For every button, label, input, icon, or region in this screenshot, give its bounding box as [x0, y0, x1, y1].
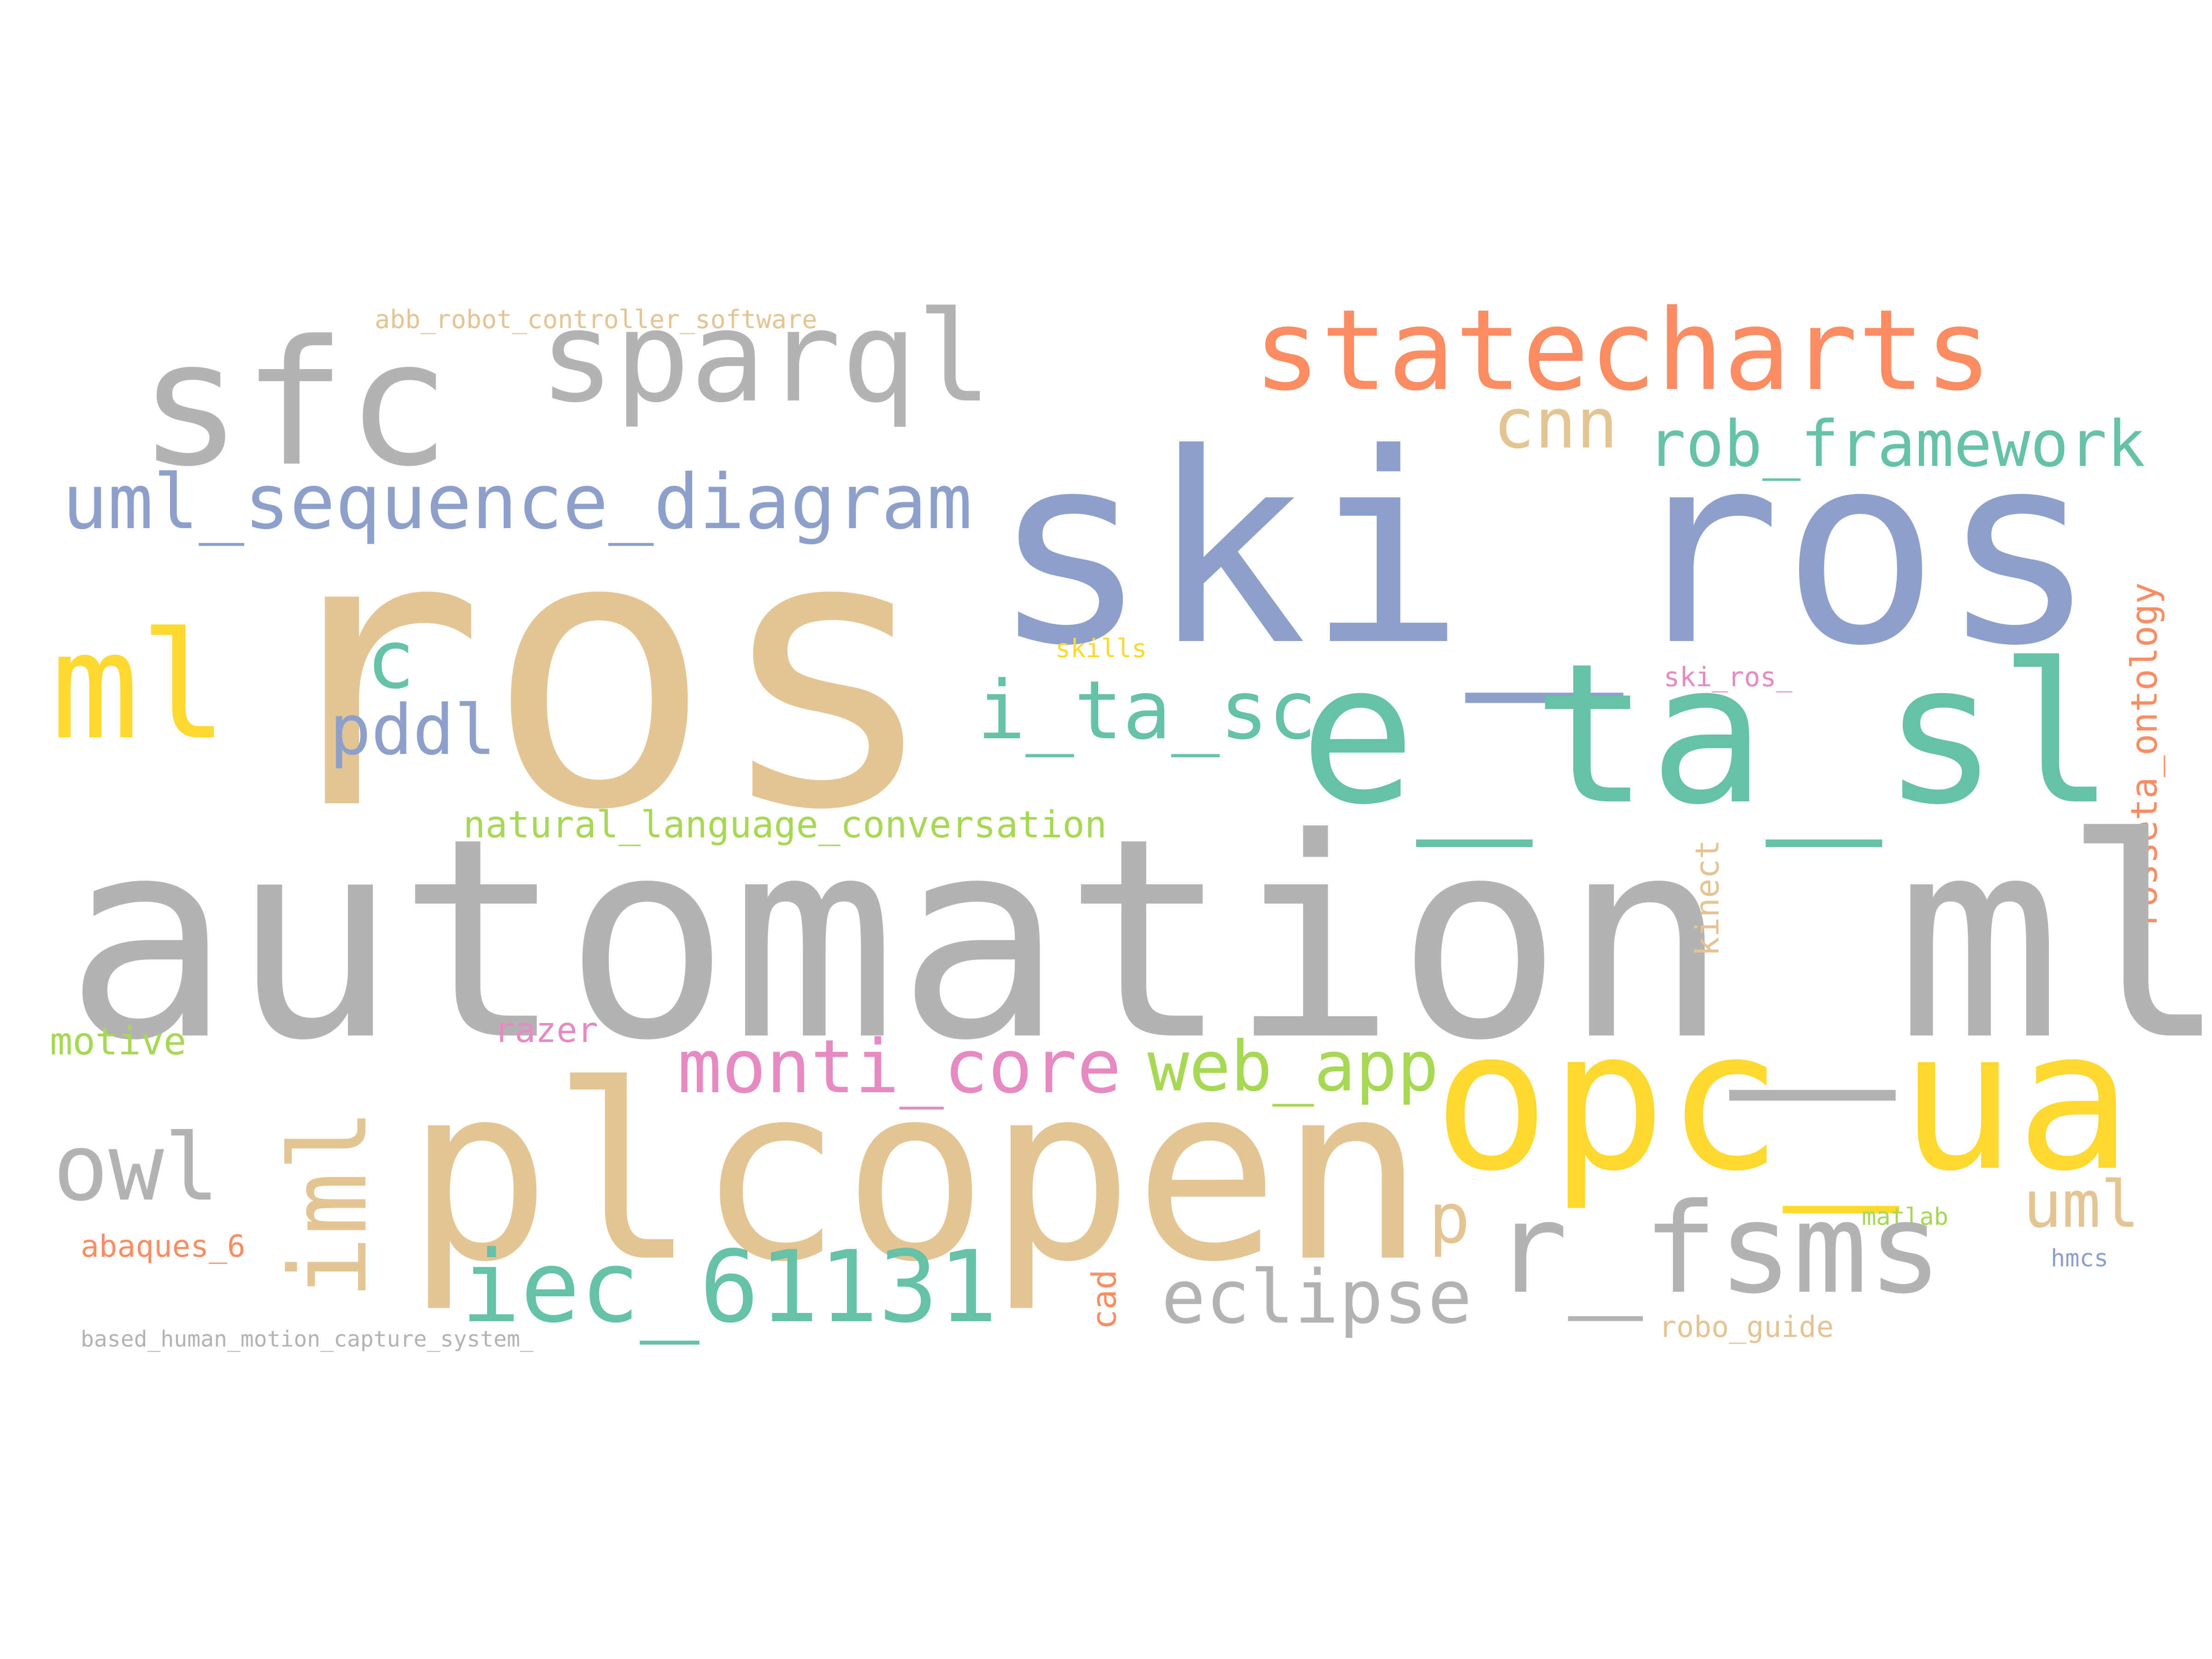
word-plcopen: plcopen [406, 1033, 1425, 1315]
word-natural-language-conversation: natural_language_conversation [463, 803, 1107, 846]
word-cnn: cnn [1493, 384, 1618, 464]
word-i-ta-sc: i_ta_sc [977, 664, 1317, 758]
word-motive: motive [50, 1020, 187, 1064]
word-uml-sequence-diagram: uml_sequence_diagram [62, 458, 972, 546]
word-uml: uml [2023, 1167, 2140, 1242]
word-hmcs: hmcs [2051, 1245, 2109, 1272]
word-ros: ros [258, 453, 941, 893]
word-iec-61131: iec_61131 [461, 1229, 998, 1345]
word-ski-ros-underscore: ski_ros_ [1664, 661, 1793, 693]
word-opc-ua: opc_ua [1433, 988, 2133, 1214]
word-based-human-motion-capture-system: based_human_motion_capture_system_ [81, 1326, 534, 1352]
word-p: p [1429, 1179, 1471, 1259]
word-iml: iml [268, 1108, 391, 1300]
word-ski-ros: ski_ros [991, 398, 2098, 703]
word-monti-core: monti_core [677, 1024, 1122, 1110]
word-abb-robot-controller-software: abb_robot_controller_software [375, 305, 818, 334]
word-matlab: matlab [1862, 1203, 1948, 1231]
word-ml: ml [51, 601, 229, 772]
word-razer: razer [494, 1010, 598, 1050]
word-sfc: sfc [138, 304, 451, 505]
word-statecharts: statecharts [1253, 286, 1992, 416]
word-kinect: kinect [1688, 840, 1726, 956]
word-eclipse: eclipse [1161, 1254, 1472, 1340]
word-abaques-6: abaques_6 [81, 1229, 246, 1264]
word-automation-ml: automation_ml [65, 779, 2212, 1101]
word-web-app: web_app [1147, 1027, 1439, 1107]
word-cad: cad [1085, 1269, 1124, 1330]
word-c: c [366, 613, 415, 707]
word-sparql: sparql [539, 285, 992, 430]
word-r-fsms: r_fsms [1493, 1176, 1943, 1321]
word-e-ta-sl: e_ta_sl [1300, 622, 2116, 847]
word-skills: skills [1055, 634, 1147, 663]
word-owl: owl [53, 1114, 220, 1222]
word-robo-guide: robo_guide [1659, 1310, 1834, 1344]
word-pddl: pddl [329, 690, 496, 771]
word-rob-framework: rob_framework [1647, 407, 2146, 481]
